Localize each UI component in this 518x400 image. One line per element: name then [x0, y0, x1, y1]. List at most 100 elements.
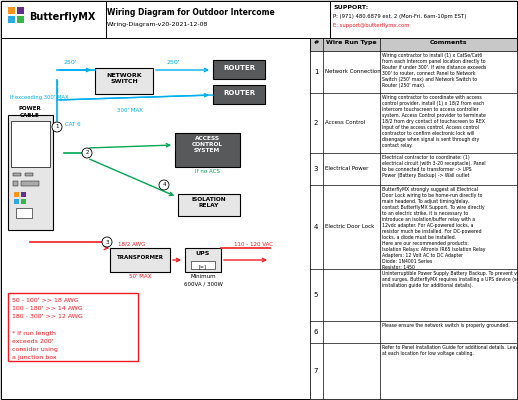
Text: Wiring contractor to install (1) x CatSe/Cat6
from each Intercom panel location : Wiring contractor to install (1) x CatSe… — [382, 53, 486, 88]
Text: UPS: UPS — [196, 251, 210, 256]
FancyBboxPatch shape — [310, 153, 517, 185]
FancyBboxPatch shape — [1, 1, 517, 38]
FancyBboxPatch shape — [14, 199, 19, 204]
Text: Access Control: Access Control — [325, 120, 365, 125]
Text: Wiring contractor to coordinate with access
control provider, install (1) x 18/2: Wiring contractor to coordinate with acc… — [382, 95, 486, 148]
Text: Electrical contractor to coordinate: (1)
electrical circuit (with 3-20 receptacl: Electrical contractor to coordinate: (1)… — [382, 155, 486, 178]
FancyBboxPatch shape — [310, 321, 517, 343]
Text: P: (971) 480.6879 ext. 2 (Mon-Fri, 6am-10pm EST): P: (971) 480.6879 ext. 2 (Mon-Fri, 6am-1… — [333, 14, 466, 19]
FancyBboxPatch shape — [178, 194, 240, 216]
Text: Electric Door Lock: Electric Door Lock — [325, 224, 375, 229]
FancyBboxPatch shape — [21, 199, 26, 204]
FancyBboxPatch shape — [1, 1, 106, 38]
Text: TRANSFORMER: TRANSFORMER — [117, 255, 164, 260]
FancyBboxPatch shape — [310, 38, 517, 51]
Text: ButterflyMX strongly suggest all Electrical
Door Lock wiring to be home-run dire: ButterflyMX strongly suggest all Electri… — [382, 187, 485, 270]
Text: Network Connection: Network Connection — [325, 69, 381, 74]
Circle shape — [102, 237, 112, 247]
Text: 100 - 180' >> 14 AWG: 100 - 180' >> 14 AWG — [12, 306, 83, 311]
FancyBboxPatch shape — [8, 115, 53, 230]
FancyBboxPatch shape — [8, 293, 138, 361]
FancyBboxPatch shape — [310, 269, 517, 321]
Text: 2: 2 — [85, 150, 89, 156]
Text: 180 - 300' >> 12 AWG: 180 - 300' >> 12 AWG — [12, 314, 83, 319]
Text: 5: 5 — [314, 292, 318, 298]
Text: 4: 4 — [162, 182, 166, 188]
FancyBboxPatch shape — [330, 1, 517, 38]
FancyBboxPatch shape — [8, 7, 15, 14]
Text: ROUTER: ROUTER — [223, 65, 255, 71]
FancyBboxPatch shape — [11, 121, 50, 167]
Text: 250': 250' — [166, 60, 180, 65]
Text: 1: 1 — [314, 69, 318, 75]
FancyBboxPatch shape — [21, 192, 26, 197]
Text: [=]: [=] — [199, 264, 207, 269]
Text: 250': 250' — [63, 60, 77, 65]
Text: 3: 3 — [314, 166, 318, 172]
Text: E: support@butterflymx.com: E: support@butterflymx.com — [333, 23, 410, 28]
FancyBboxPatch shape — [14, 192, 19, 197]
Circle shape — [159, 180, 169, 190]
Text: NETWORK
SWITCH: NETWORK SWITCH — [106, 73, 142, 84]
Text: * If run length: * If run length — [12, 331, 56, 336]
Text: #: # — [313, 40, 319, 45]
Text: ROUTER: ROUTER — [223, 90, 255, 96]
FancyBboxPatch shape — [17, 16, 24, 23]
FancyBboxPatch shape — [110, 248, 170, 272]
Text: 7: 7 — [314, 368, 318, 374]
Text: Refer to Panel Installation Guide for additional details. Leave 6' service loop
: Refer to Panel Installation Guide for ad… — [382, 345, 518, 356]
FancyBboxPatch shape — [175, 133, 240, 167]
Circle shape — [52, 122, 62, 132]
Text: Wire Run Type: Wire Run Type — [326, 40, 376, 45]
Text: 600VA / 300W: 600VA / 300W — [183, 281, 223, 286]
FancyBboxPatch shape — [17, 7, 24, 14]
Text: 110 - 120 VAC: 110 - 120 VAC — [234, 242, 273, 247]
FancyBboxPatch shape — [213, 60, 265, 79]
Text: exceeds 200': exceeds 200' — [12, 339, 53, 344]
Text: ISOLATION
RELAY: ISOLATION RELAY — [192, 197, 226, 208]
Text: Electrical Power: Electrical Power — [325, 166, 368, 171]
Circle shape — [82, 148, 92, 158]
Text: CABLE: CABLE — [20, 113, 40, 118]
Text: 3: 3 — [105, 240, 109, 244]
Text: SUPPORT:: SUPPORT: — [333, 5, 368, 10]
FancyBboxPatch shape — [310, 343, 517, 399]
FancyBboxPatch shape — [310, 93, 517, 153]
Text: Comments: Comments — [429, 40, 467, 45]
Text: consider using: consider using — [12, 347, 58, 352]
FancyBboxPatch shape — [1, 38, 310, 399]
Text: Wiring-Diagram-v20-2021-12-08: Wiring-Diagram-v20-2021-12-08 — [107, 22, 208, 27]
FancyBboxPatch shape — [16, 208, 32, 218]
Text: Minimum: Minimum — [190, 274, 216, 279]
FancyBboxPatch shape — [13, 173, 21, 176]
FancyBboxPatch shape — [185, 248, 221, 272]
FancyBboxPatch shape — [8, 16, 15, 23]
Text: If no ACS: If no ACS — [195, 169, 220, 174]
FancyBboxPatch shape — [310, 185, 517, 269]
Text: Please ensure the network switch is properly grounded.: Please ensure the network switch is prop… — [382, 323, 510, 328]
FancyBboxPatch shape — [95, 68, 153, 94]
Text: CAT 6: CAT 6 — [65, 122, 81, 127]
Text: 18/2 AWG: 18/2 AWG — [118, 242, 146, 247]
Text: 300' MAX: 300' MAX — [117, 108, 143, 113]
Text: POWER: POWER — [19, 106, 41, 111]
FancyBboxPatch shape — [13, 181, 18, 186]
Text: 4: 4 — [314, 224, 318, 230]
FancyBboxPatch shape — [191, 261, 215, 269]
Text: 2: 2 — [314, 120, 318, 126]
Text: Wiring Diagram for Outdoor Intercome: Wiring Diagram for Outdoor Intercome — [107, 8, 275, 17]
FancyBboxPatch shape — [310, 38, 517, 399]
FancyBboxPatch shape — [213, 85, 265, 104]
Text: 50' MAX: 50' MAX — [129, 274, 151, 279]
Text: If exceeding 300' MAX: If exceeding 300' MAX — [10, 95, 68, 100]
Text: Uninterruptible Power Supply Battery Backup. To prevent voltage drops
and surges: Uninterruptible Power Supply Battery Bac… — [382, 271, 518, 288]
Text: 50 - 100' >> 18 AWG: 50 - 100' >> 18 AWG — [12, 298, 79, 303]
Text: 1: 1 — [55, 124, 59, 130]
FancyBboxPatch shape — [310, 51, 517, 93]
FancyBboxPatch shape — [21, 181, 39, 186]
Text: ACCESS
CONTROL
SYSTEM: ACCESS CONTROL SYSTEM — [192, 136, 223, 153]
Text: ButterflyMX: ButterflyMX — [29, 12, 95, 22]
Text: 6: 6 — [314, 329, 318, 335]
FancyBboxPatch shape — [25, 173, 33, 176]
